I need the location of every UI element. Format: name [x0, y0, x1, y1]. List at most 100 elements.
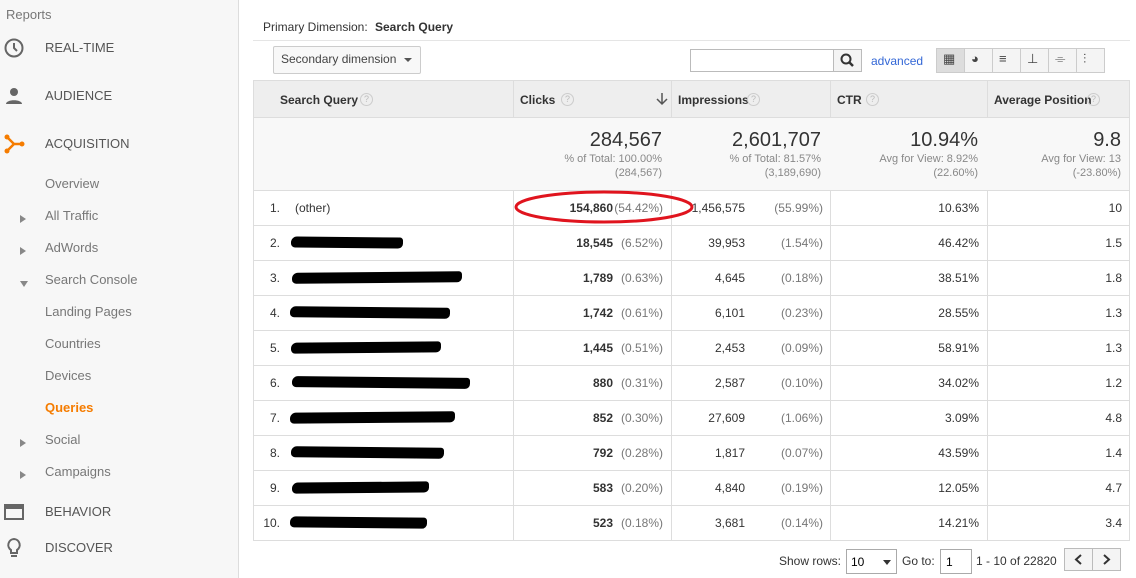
- nav-item[interactable]: Overview: [45, 176, 100, 191]
- row-impressions-pct: (55.99%): [774, 201, 823, 215]
- nav-item[interactable]: BEHAVIOR: [45, 504, 112, 519]
- nav-icon: [3, 537, 25, 564]
- row-position: 1.4: [1105, 446, 1122, 460]
- primary-label: Primary Dimension:: [263, 20, 368, 34]
- total-value: 10.94%: [910, 129, 978, 151]
- row-ctr: 28.55%: [938, 306, 979, 320]
- nav-item[interactable]: ACQUISITION: [45, 136, 130, 151]
- page-range: 1 - 10 of 22820: [976, 554, 1057, 568]
- nav-arrow: [19, 435, 27, 453]
- row-clicks-pct: (0.18%): [620, 516, 663, 530]
- row-query: (other): [295, 201, 331, 215]
- search-button-svg: [840, 53, 854, 67]
- goto-input[interactable]: 1: [940, 549, 972, 574]
- search-button[interactable]: [833, 49, 862, 72]
- row-clicks: 1,445: [582, 341, 613, 355]
- row-clicks: 583: [592, 481, 613, 495]
- help-icon: ?: [747, 93, 760, 106]
- nav-arrow: [19, 275, 29, 293]
- column-header[interactable]: Clicks: [520, 93, 556, 107]
- column-header[interactable]: Impressions: [678, 93, 749, 107]
- view-button[interactable]: [936, 48, 965, 73]
- nav-item[interactable]: Devices: [45, 368, 92, 383]
- table-row: [253, 295, 1130, 330]
- view-icon: ⌯: [1055, 51, 1066, 66]
- sidebar-title: Reports: [6, 7, 52, 22]
- row-position: 4.7: [1105, 481, 1122, 495]
- column-separator: [987, 80, 988, 540]
- nav-item[interactable]: Queries: [45, 400, 94, 415]
- nav-item[interactable]: REAL-TIME: [45, 40, 115, 55]
- help-icon: ?: [561, 93, 574, 106]
- show-rows-label: Show rows:: [778, 554, 841, 568]
- nav-item[interactable]: AUDIENCE: [45, 88, 113, 103]
- view-button[interactable]: [964, 48, 993, 73]
- row-index: 4.: [269, 306, 280, 320]
- row-impressions: 1,456,575: [691, 201, 745, 215]
- advanced-link[interactable]: advanced: [871, 54, 924, 68]
- total-note: % of Total: 100.00%: [564, 153, 662, 165]
- view-icon: ▦: [943, 51, 956, 66]
- total-note: % of Total: 81.57%: [729, 153, 821, 165]
- row-position: 1.8: [1105, 271, 1122, 285]
- highlight-ellipse: [514, 188, 696, 231]
- highlight-ellipse-svg: [514, 190, 694, 224]
- search-input[interactable]: [690, 49, 834, 72]
- table-row: [253, 365, 1130, 400]
- prev-button-svg: [1074, 554, 1082, 565]
- view-button[interactable]: [1076, 48, 1105, 73]
- row-impressions-pct: (0.09%): [780, 341, 823, 355]
- prev-button[interactable]: [1064, 548, 1093, 571]
- total-value: 9.8: [1093, 129, 1121, 151]
- row-impressions: 6,101: [714, 306, 745, 320]
- nav-item[interactable]: AdWords: [45, 240, 99, 255]
- column-header[interactable]: CTR: [837, 93, 862, 107]
- next-button-svg: [1103, 554, 1111, 565]
- goto-label: Go to:: [902, 554, 935, 568]
- nav-icon-svg: [4, 38, 24, 58]
- nav-item[interactable]: All Traffic: [45, 208, 99, 223]
- total-note: Avg for View: 13: [1041, 153, 1121, 165]
- row-clicks: 1,742: [582, 306, 613, 320]
- row-clicks-pct: (0.28%): [620, 446, 663, 460]
- help-icon: ?: [866, 93, 879, 106]
- row-index: 5.: [269, 341, 280, 355]
- row-impressions-pct: (0.19%): [780, 481, 823, 495]
- secondary-dropdown[interactable]: Secondary dimension: [273, 46, 421, 74]
- nav-item[interactable]: DISCOVER: [45, 540, 113, 555]
- sidebar: [0, 0, 239, 578]
- total-base: (22.60%): [933, 167, 978, 179]
- nav-icon: [3, 133, 25, 160]
- row-clicks-pct: (0.30%): [620, 411, 663, 425]
- column-separator: [513, 80, 514, 540]
- redaction: [291, 376, 471, 389]
- redaction: [289, 516, 428, 529]
- row-impressions-pct: (1.06%): [780, 411, 823, 425]
- column-separator: [671, 80, 672, 540]
- row-impressions: 2,453: [714, 341, 745, 355]
- rows-select[interactable]: 10: [846, 549, 897, 574]
- column-header[interactable]: Search Query: [280, 93, 359, 107]
- nav-item[interactable]: Campaigns: [45, 464, 111, 479]
- row-clicks: 1,789: [582, 271, 613, 285]
- table-row: [253, 190, 1130, 225]
- redaction: [290, 236, 404, 249]
- table-row: [253, 470, 1130, 505]
- table-row: [253, 260, 1130, 295]
- row-impressions: 39,953: [708, 236, 745, 250]
- next-button[interactable]: [1092, 548, 1121, 571]
- column-header[interactable]: Average Position: [994, 93, 1092, 107]
- view-icon: ⫶: [1083, 51, 1087, 66]
- nav-item[interactable]: Social: [45, 432, 81, 447]
- row-impressions-pct: (0.18%): [780, 271, 823, 285]
- row-index: 3.: [269, 271, 280, 285]
- total-note: Avg for View: 8.92%: [879, 153, 978, 165]
- nav-item[interactable]: Countries: [45, 336, 101, 351]
- row-impressions: 27,609: [708, 411, 745, 425]
- nav-item[interactable]: Search Console: [45, 272, 138, 287]
- table-row: [253, 400, 1130, 435]
- row-index: 2.: [269, 236, 280, 250]
- row-ctr: 3.09%: [944, 411, 979, 425]
- nav-item[interactable]: Landing Pages: [45, 304, 132, 319]
- nav-icon-svg: [6, 88, 22, 104]
